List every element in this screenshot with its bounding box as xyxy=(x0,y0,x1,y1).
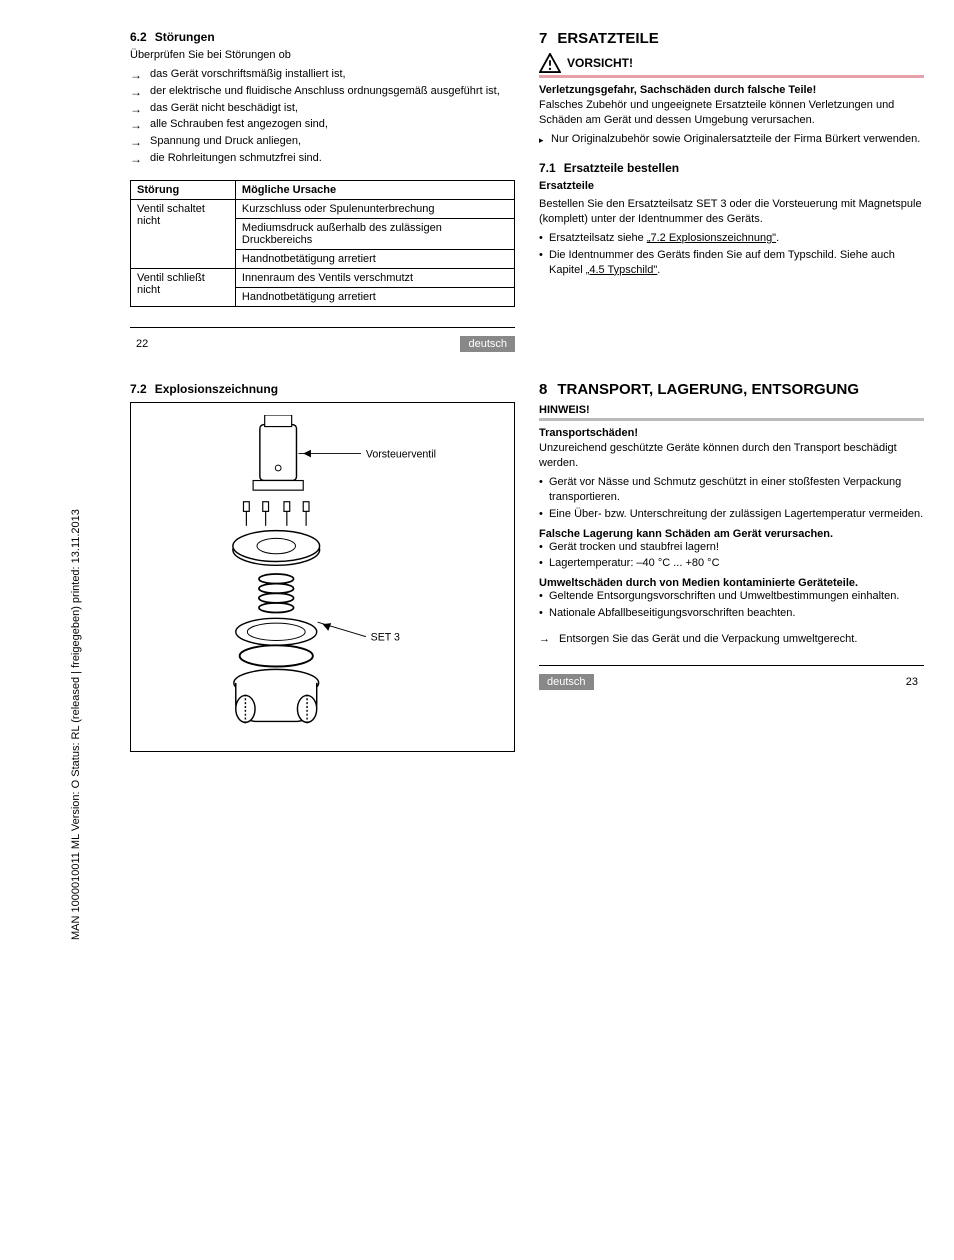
page-22: 6.2 Störungen Überprüfen Sie bei Störunge… xyxy=(0,30,954,352)
section-num: 7.2 xyxy=(130,382,147,396)
table-cell: Innenraum des Ventils verschmutzt xyxy=(235,268,514,287)
col-left-22: 6.2 Störungen Überprüfen Sie bei Störunge… xyxy=(130,30,515,352)
table-cell: Mediumsdruck außerhalb des zulässigen Dr… xyxy=(235,218,514,249)
spare-body: Bestellen Sie den Ersatzteilsatz SET 3 o… xyxy=(539,197,924,227)
caution-list: Nur Originalzubehör sowie Originalersatz… xyxy=(539,132,924,147)
col-left-23: 7.2 Explosionszeichnung xyxy=(130,382,515,752)
col-right-22: 7 ERSATZTEILE VORSICHT! Verletzungsgefahr… xyxy=(539,30,924,352)
caution-title: VORSICHT! xyxy=(567,56,633,70)
language-badge: deutsch xyxy=(539,674,594,690)
list-item: Ersatzteilsatz siehe „7.2 Explosionszeic… xyxy=(539,231,924,246)
section-6-2: 6.2 Störungen xyxy=(130,30,515,44)
section-title: TRANSPORT, LAGERUNG, ENTSORGUNG xyxy=(557,381,859,398)
list-item: der elektrische und fluidische Anschluss… xyxy=(130,84,515,99)
notice-bold-3: Umweltschäden durch von Medien kontamini… xyxy=(539,577,924,589)
caution-body: Falsches Zubehör und ungeeignete Ersatzt… xyxy=(539,98,924,128)
caution-box: Verletzungsgefahr, Sachschäden durch fal… xyxy=(539,75,924,147)
notice-list-2: Gerät trocken und staubfrei lagern! Lage… xyxy=(539,540,924,572)
list-item: Gerät trocken und staubfrei lagern! xyxy=(539,540,924,555)
list-item: alle Schrauben fest angezogen sind, xyxy=(130,117,515,132)
page-number: 23 xyxy=(900,676,924,688)
section-title: Ersatzteile bestellen xyxy=(564,161,679,175)
notice-bold-2: Falsche Lagerung kann Schäden am Gerät v… xyxy=(539,528,924,540)
section-num: 7 xyxy=(539,30,547,47)
text: . xyxy=(776,232,779,244)
notice-list-1: Gerät vor Nässe und Schmutz geschützt in… xyxy=(539,475,924,522)
link-exploded-view[interactable]: „7.2 Explosionszeichnung" xyxy=(647,232,776,244)
list-item: Die Identnummer des Geräts finden Sie au… xyxy=(539,248,924,278)
section-title: Störungen xyxy=(155,30,215,44)
check-list: das Gerät vorschriftsmäßig installiert i… xyxy=(130,67,515,166)
list-item: Nationale Abfallbeseitigungsvorschriften… xyxy=(539,606,924,621)
list-item: Spannung und Druck anliegen, xyxy=(130,134,515,149)
link-typeplate[interactable]: „4.5 Typschild" xyxy=(586,264,658,276)
spare-bold: Ersatzteile xyxy=(539,179,924,194)
spare-list: Ersatzteilsatz siehe „7.2 Explosionszeic… xyxy=(539,231,924,278)
section-title: ERSATZTEILE xyxy=(557,30,658,47)
intro-text: Überprüfen Sie bei Störungen ob xyxy=(130,48,515,63)
table-cell: Kurzschluss oder Spulenunterbrechung xyxy=(235,199,514,218)
language-badge: deutsch xyxy=(460,336,515,352)
text: . xyxy=(657,264,660,276)
list-item: Eine Über- bzw. Unterschreitung der zulä… xyxy=(539,507,924,522)
text: Ersatzteilsatz siehe xyxy=(549,232,647,244)
diagram-label-1: Vorsteuerventil xyxy=(366,448,436,460)
table-header: Mögliche Ursache xyxy=(235,180,514,199)
exploded-diagram: Vorsteuerventil SET 3 xyxy=(130,402,515,752)
notice-list-3: Geltende Entsorgungsvorschriften und Umw… xyxy=(539,589,924,621)
table-cell: Ventil schaltet nicht xyxy=(131,199,236,268)
list-item: die Rohrleitungen schmutzfrei sind. xyxy=(130,151,515,166)
warning-icon xyxy=(539,53,561,73)
caution-header: VORSICHT! xyxy=(539,53,924,73)
table-row: Ventil schaltet nicht Kurzschluss oder S… xyxy=(131,199,515,218)
list-item: das Gerät nicht beschädigt ist, xyxy=(130,101,515,116)
section-8: 8 TRANSPORT, LAGERUNG, ENTSORGUNG xyxy=(539,382,924,399)
caution-bold: Verletzungsgefahr, Sachschäden durch fal… xyxy=(539,84,924,96)
exploded-svg: Vorsteuerventil SET 3 xyxy=(139,415,506,733)
page-footer-22: 22 deutsch xyxy=(130,327,515,352)
section-7-1: 7.1 Ersatzteile bestellen xyxy=(539,161,924,175)
section-num: 6.2 xyxy=(130,30,147,44)
disposal-instruction: Entsorgen Sie das Gerät und die Verpacku… xyxy=(539,633,924,645)
page-23: 7.2 Explosionszeichnung xyxy=(0,382,954,752)
list-item: das Gerät vorschriftsmäßig installiert i… xyxy=(130,67,515,82)
notice-box: Transportschäden! Unzureichend geschützt… xyxy=(539,418,924,621)
notice-title: HINWEIS! xyxy=(539,404,924,416)
section-num: 7.1 xyxy=(539,161,556,175)
list-item: Geltende Entsorgungsvorschriften und Umw… xyxy=(539,589,924,604)
col-right-23: 8 TRANSPORT, LAGERUNG, ENTSORGUNG HINWEIS… xyxy=(539,382,924,752)
table-header: Störung xyxy=(131,180,236,199)
diagram-label-2: SET 3 xyxy=(371,631,400,643)
page-number: 22 xyxy=(130,338,154,350)
list-item: Nur Originalzubehör sowie Originalersatz… xyxy=(539,132,924,147)
table-row: Ventil schließt nicht Innenraum des Vent… xyxy=(131,268,515,287)
section-title: Explosionszeichnung xyxy=(155,382,278,396)
section-7: 7 ERSATZTEILE xyxy=(539,30,924,47)
table-cell: Ventil schließt nicht xyxy=(131,268,236,306)
notice-bold-1: Transportschäden! xyxy=(539,427,924,439)
notice-body-1: Unzureichend geschützte Geräte können du… xyxy=(539,441,924,471)
table-cell: Handnotbetätigung arretiert xyxy=(235,249,514,268)
page-footer-23: deutsch 23 xyxy=(539,665,924,690)
section-num: 8 xyxy=(539,382,547,399)
table-cell: Handnotbetätigung arretiert xyxy=(235,287,514,306)
list-item: Lagertemperatur: –40 °C ... +80 °C xyxy=(539,556,924,571)
section-7-2: 7.2 Explosionszeichnung xyxy=(130,382,515,396)
fault-table: Störung Mögliche Ursache Ventil schaltet… xyxy=(130,180,515,307)
list-item: Gerät vor Nässe und Schmutz geschützt in… xyxy=(539,475,924,505)
